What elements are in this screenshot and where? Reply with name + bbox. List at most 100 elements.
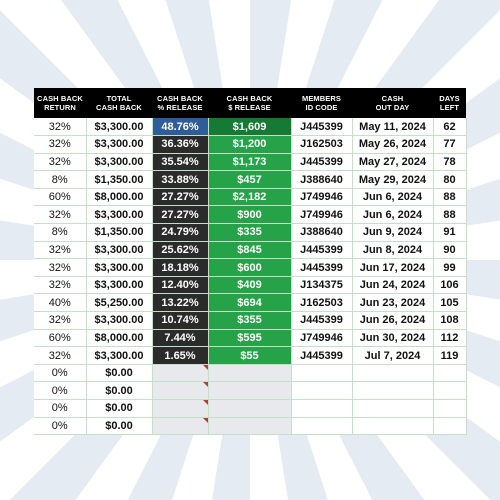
cell-dollar-release[interactable]: $694 [208,293,292,313]
cell-cash-back-return[interactable]: 32% [34,346,87,365]
cell-total-cash-back[interactable]: $3,300.00 [86,276,153,295]
cell-days-left[interactable]: 91 [433,223,467,242]
cell-cash-back-return[interactable]: 0% [34,364,87,383]
cell-cash-out-day[interactable] [352,417,434,436]
cell-cash-out-day[interactable] [352,399,434,418]
cell-dollar-release[interactable]: $409 [208,276,292,295]
cell-days-left[interactable]: 88 [433,205,467,225]
cell-total-cash-back[interactable]: $1,350.00 [86,170,153,189]
cell-cash-out-day[interactable]: Jun 6, 2024 [352,205,434,225]
cell-cash-out-day[interactable]: Jun 30, 2024 [352,329,434,348]
cell-cash-back-return[interactable]: 8% [34,223,87,242]
cell-cash-back-return[interactable]: 0% [34,381,87,400]
comment-marker-icon[interactable] [202,382,207,388]
cell-total-cash-back[interactable]: $3,300.00 [86,205,153,225]
cell-dollar-release[interactable]: $900 [208,205,292,225]
cell-cash-out-day[interactable]: May 26, 2024 [352,135,434,154]
cell-dollar-release[interactable] [208,364,292,383]
cell-total-cash-back[interactable]: $0.00 [86,399,153,418]
header-total-cash-back[interactable]: TOTAL CASH BACK [86,88,152,118]
cell-cash-out-day[interactable]: Jun 9, 2024 [352,223,434,242]
cell-cash-back-return[interactable]: 32% [34,205,87,225]
comment-marker-icon[interactable] [202,364,207,370]
cell-member-id[interactable]: J749946 [291,188,353,207]
header-members-id-code[interactable]: MEMBERS ID CODE [291,88,352,118]
cell-total-cash-back[interactable]: $0.00 [86,381,153,400]
cell-member-id[interactable]: J445399 [291,258,353,277]
cell-cash-out-day[interactable]: May 27, 2024 [352,153,434,172]
cell-total-cash-back[interactable]: $0.00 [86,364,153,383]
cell-total-cash-back[interactable]: $3,300.00 [86,258,153,277]
cell-cash-back-return[interactable]: 32% [34,153,87,172]
cell-dollar-release[interactable]: $55 [208,346,292,365]
cell-member-id[interactable] [291,364,353,383]
cell-dollar-release[interactable]: $1,200 [208,135,292,154]
header-cash-out-day[interactable]: CASH OUT DAY [352,88,433,118]
cell-cash-back-return[interactable]: 32% [34,276,87,295]
cell-total-cash-back[interactable]: $1,350.00 [86,223,153,242]
cell-total-cash-back[interactable]: $8,000.00 [86,188,153,207]
header-percent-release[interactable]: CASH BACK% RELEASE [152,88,208,118]
cell-cash-back-return[interactable]: 40% [34,293,87,313]
cell-total-cash-back[interactable]: $3,300.00 [86,135,153,154]
cell-percent-release[interactable]: 13.22% [152,293,209,313]
cell-cash-back-return[interactable]: 32% [34,311,87,330]
cell-days-left[interactable]: 80 [433,170,467,189]
cell-percent-release[interactable]: 1.65% [152,346,209,365]
cell-days-left[interactable]: 99 [433,258,467,277]
cell-dollar-release[interactable]: $2,182 [208,188,292,207]
cell-dollar-release[interactable]: $457 [208,170,292,189]
cell-cash-out-day[interactable] [352,364,434,383]
cell-cash-back-return[interactable]: 32% [34,118,87,137]
cell-dollar-release[interactable]: $600 [208,258,292,277]
cell-percent-release[interactable]: 18.18% [152,258,209,277]
cell-member-id[interactable]: J445399 [291,118,353,137]
cell-dollar-release[interactable] [208,381,292,400]
cell-dollar-release[interactable] [208,399,292,418]
cell-cash-out-day[interactable] [352,381,434,400]
cell-member-id[interactable]: J445399 [291,153,353,172]
cell-cash-out-day[interactable]: Jun 6, 2024 [352,188,434,207]
cell-dollar-release[interactable]: $595 [208,329,292,348]
cell-percent-release[interactable] [152,381,209,400]
cell-dollar-release[interactable]: $1,609 [208,118,292,137]
cell-percent-release[interactable]: 7.44% [152,329,209,348]
cell-member-id[interactable]: J445399 [291,311,353,330]
header-cash-back-return[interactable]: CASH BACK RETURN [34,88,86,118]
cell-cash-back-return[interactable]: 60% [34,188,87,207]
cell-days-left[interactable]: 90 [433,241,467,260]
cell-percent-release[interactable]: 24.79% [152,223,209,242]
cell-days-left[interactable]: 108 [433,311,467,330]
cell-percent-release[interactable] [152,417,209,436]
comment-marker-icon[interactable] [202,400,207,405]
cell-total-cash-back[interactable]: $8,000.00 [86,329,153,348]
cell-cash-back-return[interactable]: 60% [34,329,87,348]
cell-dollar-release[interactable]: $845 [208,241,292,260]
cell-percent-release[interactable]: 10.74% [152,311,209,330]
cell-member-id[interactable]: J162503 [291,135,353,154]
cell-member-id[interactable]: J749946 [291,329,353,348]
cell-member-id[interactable]: J749946 [291,205,353,225]
cell-member-id[interactable] [291,417,353,436]
cell-days-left[interactable] [433,417,467,436]
cell-cash-back-return[interactable]: 32% [34,258,87,277]
cell-member-id[interactable]: J162503 [291,293,353,313]
cell-cash-back-return[interactable]: 8% [34,170,87,189]
cell-member-id[interactable] [291,381,353,400]
cell-dollar-release[interactable]: $1,173 [208,153,292,172]
cell-cash-out-day[interactable]: Jun 17, 2024 [352,258,434,277]
header-days-left[interactable]: DAYS LEFT [433,88,466,118]
cell-days-left[interactable]: 88 [433,188,467,207]
cell-days-left[interactable] [433,364,467,383]
cell-days-left[interactable]: 106 [433,276,467,295]
cell-total-cash-back[interactable]: $3,300.00 [86,311,153,330]
cell-cash-out-day[interactable]: May 29, 2024 [352,170,434,189]
cell-percent-release[interactable]: 36.36% [152,135,209,154]
cell-percent-release[interactable]: 35.54% [152,153,209,172]
cell-percent-release[interactable] [152,364,209,383]
comment-marker-icon[interactable] [202,417,207,423]
cell-member-id[interactable]: J445399 [291,346,353,365]
cell-days-left[interactable]: 77 [433,135,467,154]
cell-cash-out-day[interactable]: May 11, 2024 [352,118,434,137]
cell-cash-back-return[interactable]: 0% [34,399,87,418]
